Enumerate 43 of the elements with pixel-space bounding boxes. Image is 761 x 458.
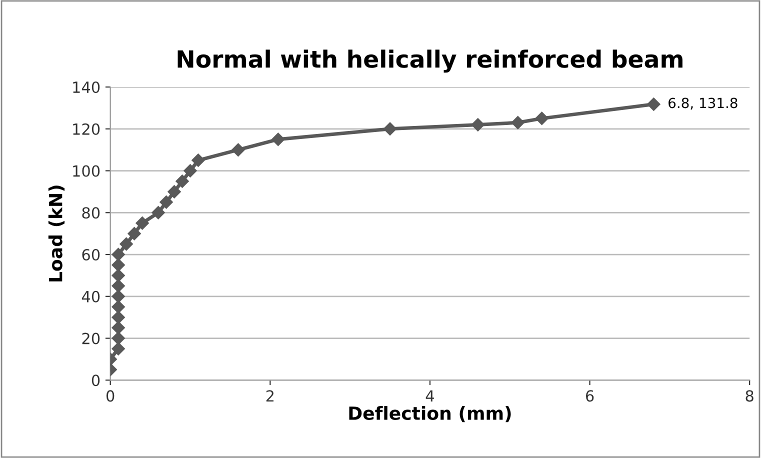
y-tick-label: 120: [73, 123, 100, 135]
point: [112, 248, 125, 262]
point: [168, 185, 181, 198]
point: [112, 310, 125, 324]
point: [120, 237, 133, 251]
point: [232, 143, 245, 156]
y-tick-label: 100: [73, 165, 100, 177]
y-tick-label: 60: [82, 248, 100, 261]
x-tick-label: 0: [106, 390, 114, 402]
annotation: 6.8, 131.8: [668, 98, 738, 110]
point: [152, 206, 165, 220]
point: [112, 268, 125, 282]
point: [272, 132, 285, 146]
point: [112, 342, 125, 356]
x-axis-title: Deflection (mm): [349, 406, 511, 422]
point: [112, 279, 125, 293]
y-tick-label: 80: [82, 207, 100, 219]
y-axis-title: Load (kN): [48, 186, 65, 282]
point: [136, 216, 149, 230]
point: [112, 290, 125, 303]
point: [647, 98, 660, 111]
point: [535, 112, 548, 126]
point: [160, 196, 173, 209]
x-tick-label: 4: [426, 390, 434, 402]
point: [192, 154, 205, 167]
point: [112, 321, 125, 334]
point: [112, 300, 125, 314]
y-tick-label: 140: [73, 81, 100, 94]
point: [471, 118, 484, 132]
y-tick-label: 40: [82, 290, 100, 302]
x-tick-label: 6: [586, 390, 594, 402]
point: [112, 258, 125, 272]
y-tick-label: 0: [92, 374, 100, 386]
point: [176, 174, 189, 188]
x-tick-label: 2: [266, 390, 274, 402]
point: [128, 226, 141, 240]
point: [184, 164, 197, 178]
chart-title: Normal with helically reinforced beam: [178, 50, 682, 73]
point: [112, 332, 125, 345]
x-tick-label: 8: [746, 390, 754, 402]
point: [383, 122, 397, 136]
point: [511, 116, 524, 130]
y-tick-label: 20: [82, 332, 100, 344]
